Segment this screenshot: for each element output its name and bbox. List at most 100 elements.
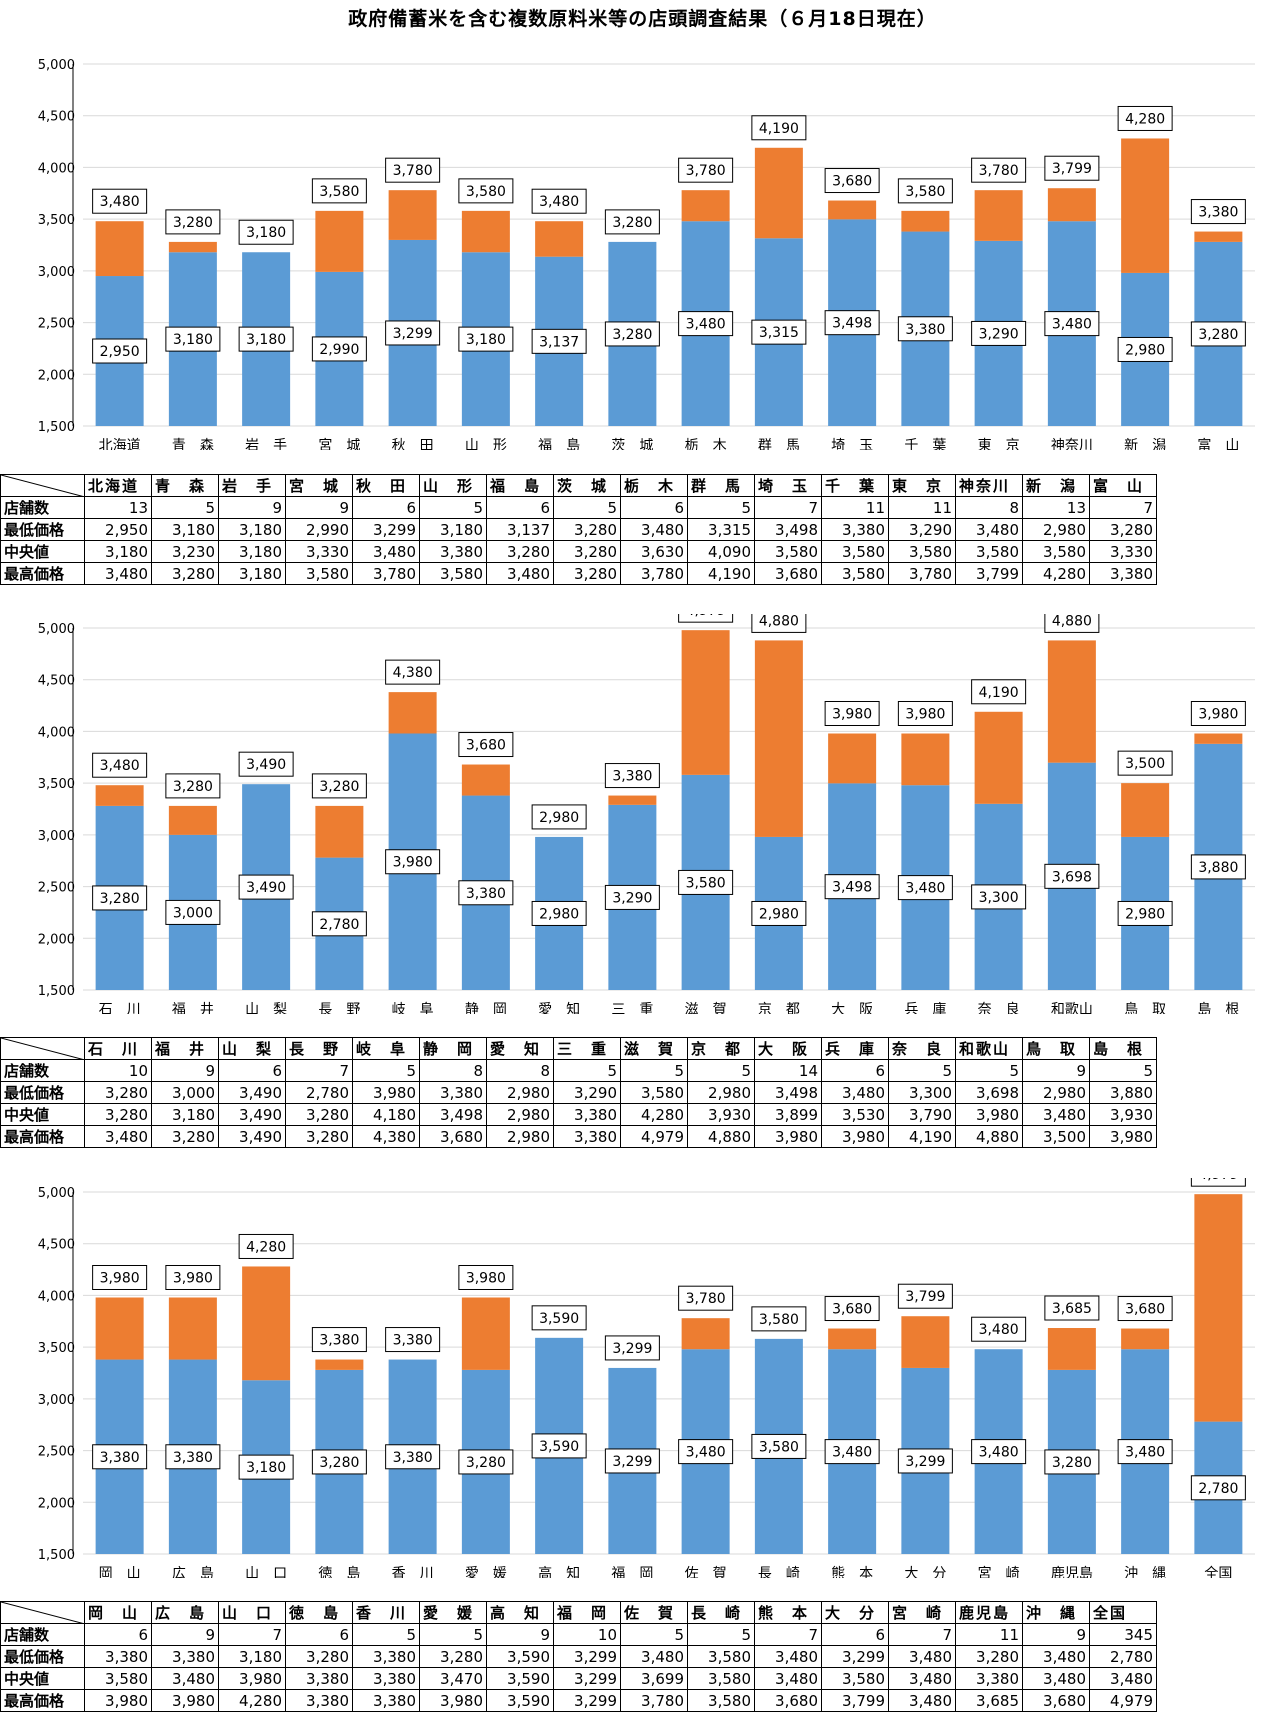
min-price-label-box bbox=[238, 874, 294, 900]
bar-max-price bbox=[95, 221, 144, 277]
bar-max-price bbox=[461, 210, 510, 253]
table-cell: 6 bbox=[84, 1623, 152, 1646]
table-cell: 6 bbox=[486, 496, 554, 519]
table-cell: 3,480 bbox=[84, 562, 152, 585]
max-price-label: 3,380 bbox=[319, 1333, 359, 1349]
min-price-label-box bbox=[458, 880, 514, 906]
chart-panel-1: 1,500 2,000 2,500 3,000 3,500 4,000 4,500 5,000… bbox=[38, 58, 1255, 450]
min-price-label: 3,380 bbox=[466, 886, 506, 902]
min-price-label: 3,000 bbox=[173, 905, 213, 921]
max-price-label-box bbox=[971, 1316, 1027, 1342]
min-price-label: 2,980 bbox=[539, 906, 579, 922]
category-label: 富 山 bbox=[1197, 437, 1239, 450]
table-cell: 4,979 bbox=[1089, 1689, 1157, 1712]
min-price-label-box bbox=[531, 1433, 587, 1459]
min-price-label-box bbox=[604, 1448, 660, 1474]
table-cell: 3,300 bbox=[888, 1081, 956, 1104]
max-price-label-box bbox=[604, 763, 660, 789]
min-price-label-box bbox=[678, 311, 734, 337]
table-cell: 3,315 bbox=[687, 518, 755, 541]
table-cell: 3,780 bbox=[620, 1689, 688, 1712]
min-price-label-box bbox=[1117, 336, 1173, 362]
max-price-label-box bbox=[897, 178, 953, 204]
table-cell: 7 bbox=[285, 1059, 353, 1082]
table-row-label: 最低価格 bbox=[0, 1645, 85, 1668]
min-price-label-box bbox=[458, 1449, 514, 1475]
category-label: 宮 城 bbox=[318, 438, 360, 450]
category-label: 鹿児島 bbox=[1051, 1565, 1093, 1578]
row-min-price: 最低価格 3,380 3,380 3,180 3,280 3,380 3,280 3,590 3… bbox=[0, 1645, 1157, 1668]
max-price-label-box bbox=[165, 773, 221, 799]
category-label: 京 都 bbox=[758, 1002, 800, 1014]
table-header-prefecture: 山 形 bbox=[419, 474, 487, 497]
max-price-label: 3,799 bbox=[905, 1289, 945, 1305]
table-cell: 3,580 bbox=[1022, 540, 1090, 563]
table-header-prefecture: 群 馬 bbox=[687, 474, 755, 497]
category-label: 三 重 bbox=[611, 1002, 653, 1014]
bar-max-price bbox=[1194, 733, 1243, 744]
max-price-label-box bbox=[1190, 700, 1246, 726]
table-cell: 2,980 bbox=[486, 1125, 554, 1148]
table-cell: 3,380 bbox=[1089, 562, 1157, 585]
table-cell: 3,280 bbox=[553, 562, 621, 585]
min-price-label-box bbox=[1117, 900, 1173, 926]
table-cell: 3,590 bbox=[486, 1645, 554, 1668]
category-label: 岐 阜 bbox=[392, 1001, 434, 1014]
category-label: 奈 良 bbox=[978, 1002, 1020, 1014]
table-cell: 4,880 bbox=[955, 1125, 1023, 1148]
table-header-prefecture: 青 森 bbox=[151, 474, 219, 497]
data-table-2: 石 川福 井山 梨長 野岐 阜静 岡愛 知三 重滋 賀京 都大 阪兵 庫奈 良和… bbox=[0, 1037, 1157, 1148]
table-cell: 3,580 bbox=[687, 1689, 755, 1712]
min-price-label: 3,180 bbox=[466, 332, 506, 348]
min-price-label: 2,980 bbox=[1125, 342, 1165, 358]
table-cell: 7 bbox=[754, 1623, 822, 1646]
bar-max-price bbox=[1194, 1194, 1243, 1422]
min-price-label-box bbox=[165, 899, 221, 925]
max-price-label: 3,780 bbox=[979, 163, 1019, 179]
table-cell: 3,980 bbox=[84, 1689, 152, 1712]
category-label: 秋 田 bbox=[392, 438, 434, 450]
table-cell: 3,280 bbox=[84, 1103, 152, 1126]
table-cell: 3,530 bbox=[821, 1103, 889, 1126]
table-header-prefecture: 秋 田 bbox=[352, 474, 420, 497]
y-tick-label: 3,000 bbox=[38, 1393, 75, 1408]
min-price-label: 3,580 bbox=[759, 1439, 799, 1455]
table-cell: 5 bbox=[419, 496, 487, 519]
table-cell: 4,190 bbox=[888, 1125, 956, 1148]
table-cell: 5 bbox=[687, 1623, 755, 1646]
table-cell: 9 bbox=[218, 496, 286, 519]
table-cell: 13 bbox=[84, 496, 152, 519]
min-price-label-box bbox=[751, 1433, 807, 1459]
table-header-prefecture: 熊 本 bbox=[754, 1601, 822, 1624]
table-cell: 4,280 bbox=[620, 1103, 688, 1126]
min-price-label-box bbox=[751, 900, 807, 926]
max-price-label-box bbox=[385, 1327, 441, 1353]
min-price-label: 2,780 bbox=[319, 917, 359, 933]
table-header-prefecture: 愛 知 bbox=[486, 1037, 554, 1060]
table-corner-cell bbox=[0, 1601, 85, 1624]
category-label: 福 島 bbox=[538, 438, 580, 450]
table-cell: 3,180 bbox=[218, 518, 286, 541]
max-price-label-box bbox=[458, 1264, 514, 1290]
max-price-label-box bbox=[1044, 614, 1100, 633]
min-price-label-box bbox=[1044, 863, 1100, 889]
table-cell: 3,180 bbox=[84, 540, 152, 563]
table-cell: 3,480 bbox=[620, 1645, 688, 1668]
table-cell: 8 bbox=[486, 1059, 554, 1082]
category-label: 大 阪 bbox=[831, 1002, 873, 1014]
table-header-prefecture: 岡 山 bbox=[84, 1601, 152, 1624]
min-price-label: 3,480 bbox=[686, 317, 726, 333]
table-cell: 5 bbox=[151, 496, 219, 519]
min-price-label: 3,290 bbox=[612, 890, 652, 906]
bar-max-price bbox=[1121, 1328, 1170, 1350]
y-tick-label: 2,500 bbox=[38, 1445, 75, 1460]
table-cell: 3,480 bbox=[84, 1125, 152, 1148]
table-cell: 3,480 bbox=[620, 518, 688, 541]
table-cell: 5 bbox=[419, 1623, 487, 1646]
max-price-label-box bbox=[531, 188, 587, 214]
table-cell: 3,380 bbox=[151, 1645, 219, 1668]
max-price-label-box bbox=[531, 1305, 587, 1331]
max-price-label: 2,980 bbox=[539, 810, 579, 826]
max-price-label: 3,280 bbox=[173, 779, 213, 795]
max-price-label-box bbox=[92, 1264, 148, 1290]
